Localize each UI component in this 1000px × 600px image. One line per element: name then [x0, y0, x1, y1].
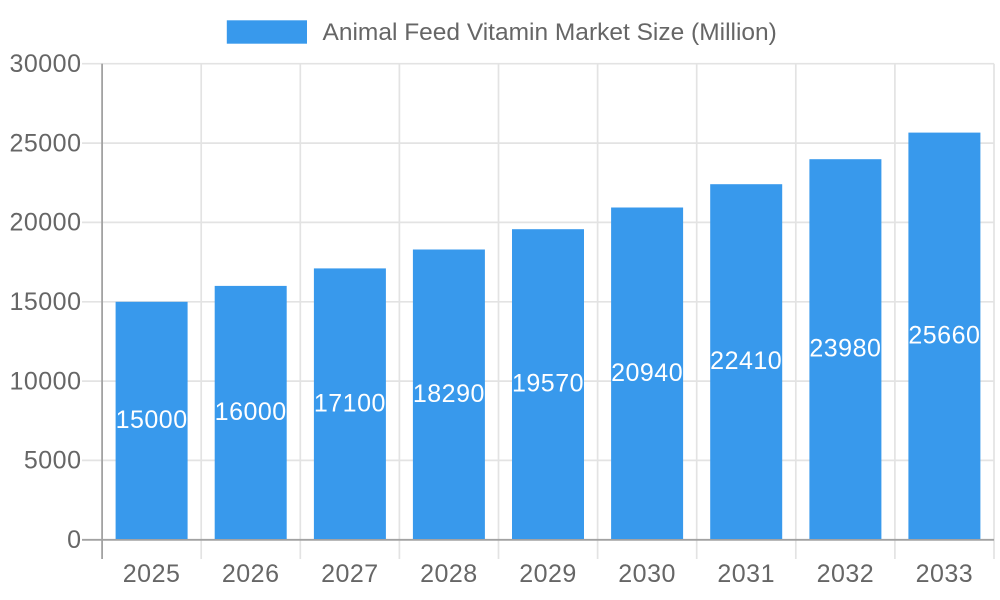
svg-text:20000: 20000	[9, 209, 81, 237]
svg-text:2030: 2030	[618, 560, 676, 588]
svg-text:30000: 30000	[9, 50, 81, 78]
svg-text:19570: 19570	[512, 370, 584, 398]
svg-text:2033: 2033	[916, 560, 974, 588]
svg-text:18290: 18290	[413, 380, 485, 408]
svg-text:15000: 15000	[9, 288, 81, 316]
svg-text:2032: 2032	[817, 560, 875, 588]
svg-text:16000: 16000	[215, 398, 287, 426]
svg-text:20940: 20940	[611, 359, 683, 387]
svg-text:23980: 23980	[809, 335, 881, 363]
svg-text:2025: 2025	[123, 560, 181, 588]
svg-text:22410: 22410	[710, 347, 782, 375]
svg-text:2031: 2031	[717, 560, 775, 588]
svg-text:5000: 5000	[24, 447, 82, 475]
svg-text:0: 0	[67, 526, 81, 554]
svg-text:25660: 25660	[908, 321, 980, 349]
svg-text:17100: 17100	[314, 389, 386, 417]
svg-text:2028: 2028	[420, 560, 478, 588]
svg-text:10000: 10000	[9, 367, 81, 395]
svg-text:15000: 15000	[116, 406, 188, 434]
svg-text:2027: 2027	[321, 560, 379, 588]
svg-text:25000: 25000	[9, 129, 81, 157]
svg-text:Animal Feed Vitamin Market Siz: Animal Feed Vitamin Market Size (Million…	[323, 19, 777, 46]
svg-text:2029: 2029	[519, 560, 577, 588]
svg-text:2026: 2026	[222, 560, 280, 588]
